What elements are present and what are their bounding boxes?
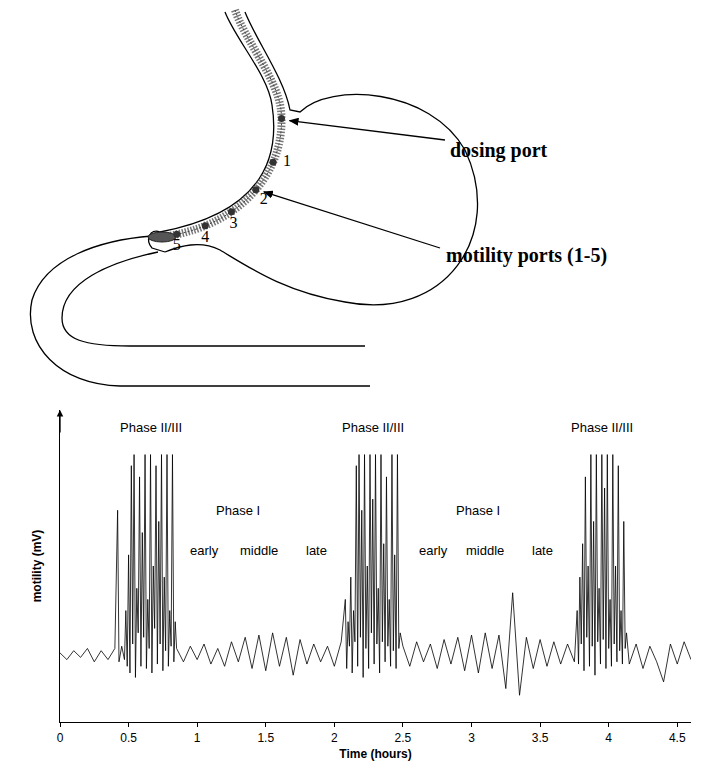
svg-text:1: 1 — [194, 731, 201, 745]
svg-text:5: 5 — [173, 236, 181, 253]
svg-text:Phase I: Phase I — [216, 503, 260, 518]
svg-text:motility (mV): motility (mV) — [30, 530, 44, 603]
svg-text:3: 3 — [229, 214, 237, 231]
svg-text:Phase II/III: Phase II/III — [120, 420, 182, 435]
svg-text:1.5: 1.5 — [257, 731, 274, 745]
svg-text:late: late — [306, 543, 327, 558]
svg-text:Phase I: Phase I — [456, 503, 500, 518]
svg-text:1: 1 — [283, 152, 291, 169]
svg-text:3: 3 — [468, 731, 475, 745]
svg-text:4: 4 — [201, 228, 209, 245]
svg-text:4.5: 4.5 — [669, 731, 686, 745]
svg-text:motility ports (1-5): motility ports (1-5) — [446, 244, 607, 267]
svg-text:2.5: 2.5 — [395, 731, 412, 745]
svg-text:early: early — [190, 543, 219, 558]
svg-text:dosing port: dosing port — [450, 139, 548, 162]
svg-text:Time (hours): Time (hours) — [339, 747, 411, 761]
svg-text:early: early — [419, 543, 448, 558]
svg-text:middle: middle — [466, 543, 504, 558]
svg-text:0: 0 — [57, 731, 64, 745]
svg-text:Phase II/III: Phase II/III — [571, 420, 633, 435]
svg-text:3.5: 3.5 — [532, 731, 549, 745]
svg-text:4: 4 — [605, 731, 612, 745]
svg-text:Phase II/III: Phase II/III — [342, 420, 404, 435]
svg-text:late: late — [532, 543, 553, 558]
svg-text:2: 2 — [259, 189, 268, 207]
svg-text:2: 2 — [331, 731, 338, 745]
svg-text:0.5: 0.5 — [120, 731, 137, 745]
svg-text:middle: middle — [240, 543, 278, 558]
